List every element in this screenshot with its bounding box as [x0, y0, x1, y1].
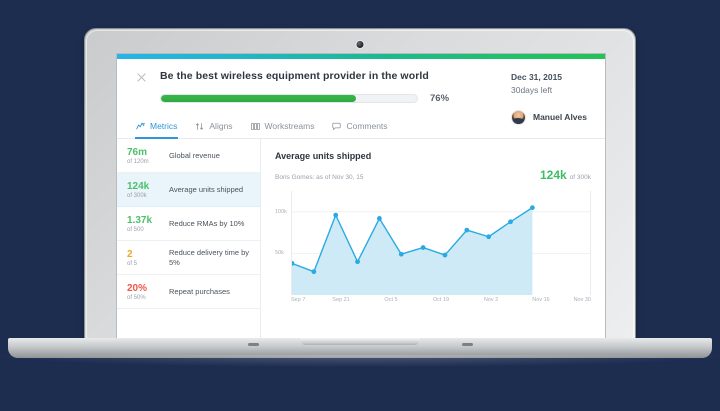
tab-comments[interactable]: Comments — [331, 116, 388, 138]
progress-percent-label: 76% — [430, 93, 450, 104]
tab-label: Aligns — [209, 121, 233, 131]
columns-icon — [250, 122, 260, 131]
metric-target-value: of 300k — [127, 192, 147, 199]
x-axis-tick-label: Sep 7 — [291, 297, 306, 303]
webcam-icon — [356, 41, 364, 48]
metric-value-block: 1.37k of 500 — [127, 215, 169, 233]
laptop-foot-left — [248, 343, 259, 346]
metric-current-value: 2 — [127, 248, 133, 260]
metric-current-value: 1.37k — [127, 214, 153, 226]
chart-svg — [289, 205, 590, 295]
goal-header: Be the best wireless equipment provider … — [117, 59, 605, 125]
laptop-base-notch — [300, 338, 420, 345]
tab-label: Workstreams — [264, 121, 315, 131]
progress-bar — [160, 94, 418, 103]
chart-y-axis: 50k 100k — [275, 191, 291, 309]
metric-value-block: 2 of 5 — [127, 249, 169, 267]
x-axis-tick-label: Oct 5 — [384, 297, 398, 303]
tab-label: Comments — [346, 121, 388, 131]
chart-current-target: of 300k — [569, 174, 591, 181]
metric-value-block: 76m of 120m — [127, 147, 169, 165]
header-right-meta: Dec 31, 2015 30days left Manuel Alves — [510, 71, 587, 125]
app-top-gradient-bar — [117, 54, 605, 59]
tab-label: Metrics — [150, 121, 178, 131]
avatar — [510, 109, 526, 125]
speech-bubble-icon — [332, 122, 342, 131]
progress-bar-fill — [161, 95, 356, 102]
metric-current-value: 76m — [127, 146, 148, 158]
tab-metrics[interactable]: Metrics — [135, 116, 179, 139]
metric-row[interactable]: 124k of 300k Average units shipped — [117, 173, 260, 207]
due-date: Dec 31, 2015 — [510, 72, 563, 82]
goal-title: Be the best wireless equipment provider … — [160, 70, 429, 82]
tab-workstreams[interactable]: Workstreams — [250, 116, 316, 138]
metric-target-value: of 500 — [127, 226, 144, 233]
metric-target-value: of 50% — [127, 294, 146, 301]
x-axis-tick-label: Nov 2 — [483, 297, 499, 303]
metric-row[interactable]: 2 of 5 Reduce delivery time by 5% — [117, 241, 260, 275]
laptop-screen: Be the best wireless equipment provider … — [116, 53, 606, 339]
goal-title-row: Be the best wireless equipment provider … — [135, 70, 587, 85]
owner-name: Manuel Alves — [532, 112, 587, 122]
metric-target-value: of 5 — [127, 260, 138, 267]
metric-label: Reduce RMAs by 10% — [169, 218, 245, 228]
metric-label: Repeat purchases — [169, 286, 230, 296]
goal-progress-row: 76% — [160, 93, 587, 104]
tab-aligns[interactable]: Aligns — [194, 116, 233, 138]
chart-current-number: 124k — [539, 168, 567, 182]
line-chart-icon — [136, 122, 145, 131]
x-axis-tick-label: Nov 16 — [532, 297, 550, 303]
laptop-lid: Be the best wireless equipment provider … — [84, 28, 636, 340]
metric-row[interactable]: 20% of 50% Repeat purchases — [117, 275, 260, 309]
metric-row[interactable]: 76m of 120m Global revenue — [117, 139, 260, 173]
y-axis-tick-label: 50k — [275, 250, 284, 257]
sort-arrows-icon — [195, 122, 204, 131]
chart-panel: Average units shipped Boris Gomes: as of… — [261, 139, 605, 338]
goal-body: 76m of 120m Global revenue 124k of 300k Avera… — [117, 139, 605, 338]
metric-target-value: of 120m — [127, 158, 149, 165]
metric-value-block: 20% of 50% — [127, 283, 169, 301]
chart-area: 50k 100k Sep 7 Sep 21 Oct 5 Oct 19 Nov 2 Nov 1… — [275, 191, 591, 309]
chart-plot — [289, 191, 591, 295]
owner-row[interactable]: Manuel Alves — [510, 109, 587, 125]
x-axis-tick-label: Sep 21 — [332, 297, 350, 303]
tab-bar: Metrics Aligns Workstreams Comments — [117, 116, 605, 139]
chart-current-value: 124k of 300k — [540, 168, 591, 182]
days-left: 30days left — [510, 84, 553, 95]
metric-current-value: 20% — [127, 282, 148, 294]
chart-subtitle-row: Boris Gomes: as of Nov 30, 15 124k of 300… — [275, 168, 591, 182]
metrics-list: 76m of 120m Global revenue 124k of 300k Avera… — [117, 139, 261, 338]
y-axis-tick-label: 100k — [275, 208, 287, 215]
metric-value-block: 124k of 300k — [127, 181, 169, 199]
metric-row[interactable]: 1.37k of 500 Reduce RMAs by 10% — [117, 207, 260, 241]
x-axis-tick-label: Oct 19 — [432, 297, 450, 303]
laptop-foot-right — [462, 343, 473, 346]
chart-title: Average units shipped — [275, 151, 372, 161]
x-axis-tick-label: Nov 30 — [573, 297, 591, 303]
laptop-base — [8, 338, 712, 358]
chart-x-axis: Sep 7 Sep 21 Oct 5 Oct 19 Nov 2 Nov 16 Nov 30 — [291, 297, 591, 309]
laptop-base-glow — [0, 355, 720, 367]
metric-label: Average units shipped — [169, 184, 244, 194]
metric-current-value: 124k — [127, 180, 150, 192]
chart-subtitle: Boris Gomes: as of Nov 30, 15 — [275, 174, 364, 181]
metric-label: Global revenue — [169, 150, 220, 160]
close-icon[interactable] — [135, 71, 149, 85]
metric-label: Reduce delivery time by 5% — [169, 248, 250, 267]
